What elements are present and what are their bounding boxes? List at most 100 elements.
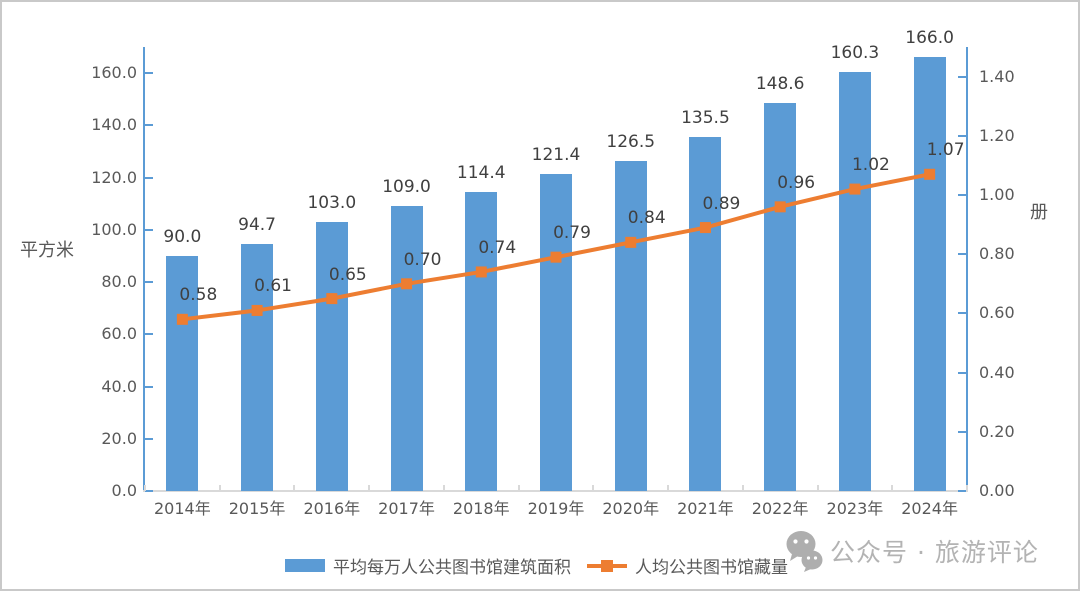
left-axis-unit-label: 平方米 xyxy=(20,240,74,261)
line-marker xyxy=(774,201,786,213)
bar xyxy=(838,72,871,491)
bar-series-swatch xyxy=(285,559,325,572)
bar-data-label: 94.7 xyxy=(238,214,276,235)
line-data-label: 0.96 xyxy=(777,172,816,193)
bar-data-label: 121.4 xyxy=(531,144,581,165)
line-marker xyxy=(699,222,711,234)
x-axis-category-label: 2014年 xyxy=(153,499,211,518)
right-y-tick xyxy=(958,312,966,315)
left-y-tick xyxy=(145,333,153,336)
right-y-tick-label: 1.40 xyxy=(979,66,1015,86)
right-y-tick xyxy=(958,430,966,433)
chart-legend: 平均每万人公共图书馆建筑面积 人均公共图书馆藏量 xyxy=(285,553,788,578)
bar-data-label: 166.0 xyxy=(905,28,954,49)
x-axis-category-label: 2015年 xyxy=(228,499,286,518)
bar xyxy=(241,243,274,491)
bar xyxy=(540,173,572,491)
bar xyxy=(166,255,199,491)
line-marker xyxy=(401,278,413,290)
x-axis-tick xyxy=(741,485,744,491)
line-marker xyxy=(849,183,861,195)
legend-item-line-series: 人均公共图书馆藏量 xyxy=(587,553,788,578)
x-axis-tick xyxy=(891,485,894,491)
bar xyxy=(913,57,946,491)
line-data-label: 0.58 xyxy=(179,285,218,306)
left-y-tick xyxy=(145,281,153,284)
line-marker xyxy=(475,266,487,278)
bar-data-label: 148.6 xyxy=(755,73,805,94)
bar xyxy=(390,206,423,491)
right-axis-unit-label: 册 xyxy=(1030,202,1048,223)
x-axis-line xyxy=(143,490,968,492)
x-axis-tick xyxy=(667,485,670,491)
left-y-tick-label: 80.0 xyxy=(101,272,137,292)
x-axis-tick xyxy=(442,485,445,491)
bar-data-label: 114.4 xyxy=(456,163,506,184)
bar xyxy=(315,221,348,491)
x-axis-tick xyxy=(218,485,221,491)
line-data-label: 0.70 xyxy=(403,249,442,270)
left-y-tick-label: 120.0 xyxy=(91,167,137,187)
line-data-label: 0.79 xyxy=(553,223,591,244)
x-axis-tick xyxy=(517,485,520,491)
x-axis-tick xyxy=(368,485,371,491)
bar-series-label: 平均每万人公共图书馆建筑面积 xyxy=(333,558,571,578)
right-y-tick-label: 0.20 xyxy=(979,421,1015,441)
bar-data-label: 109.0 xyxy=(382,177,431,198)
wechat-icon xyxy=(782,529,824,573)
bar-data-label: 103.0 xyxy=(307,192,357,213)
line-data-label: 0.61 xyxy=(254,276,292,297)
left-y-tick xyxy=(145,72,153,75)
x-axis-tick xyxy=(966,485,968,491)
line-data-label: 0.84 xyxy=(627,208,666,229)
right-y-tick-label: 0.40 xyxy=(979,362,1015,382)
line-data-label: 0.65 xyxy=(328,264,367,285)
line-series-swatch xyxy=(587,559,627,572)
x-axis-tick xyxy=(816,485,819,491)
line-marker xyxy=(326,293,338,305)
left-y-tick xyxy=(145,176,153,179)
bar-data-label: 160.3 xyxy=(830,43,880,64)
line-marker xyxy=(176,313,188,325)
right-y-axis-line xyxy=(966,47,968,491)
left-y-tick xyxy=(145,228,153,231)
right-y-tick-label: 1.20 xyxy=(979,125,1015,145)
bar xyxy=(764,102,797,491)
line-data-label: 0.74 xyxy=(478,237,517,258)
left-y-axis-line xyxy=(143,47,145,491)
right-y-tick-label: 0.80 xyxy=(979,244,1015,264)
left-y-tick xyxy=(145,490,153,492)
right-y-tick xyxy=(958,490,966,492)
left-y-tick xyxy=(145,437,153,440)
bar xyxy=(689,137,722,491)
x-axis-category-label: 2016年 xyxy=(303,499,361,518)
line-marker xyxy=(625,236,637,248)
right-y-tick xyxy=(958,75,966,78)
x-axis-tick xyxy=(592,485,595,491)
line-series-label: 人均公共图书馆藏量 xyxy=(635,558,788,578)
x-axis-category-label: 2022年 xyxy=(751,499,809,518)
left-y-tick-label: 60.0 xyxy=(101,324,137,344)
x-axis-category-label: 2018年 xyxy=(452,499,510,518)
left-y-tick-label: 100.0 xyxy=(91,219,137,239)
right-y-tick-label: 1.00 xyxy=(979,185,1015,204)
bar-data-label: 126.5 xyxy=(606,131,656,152)
left-y-tick-label: 20.0 xyxy=(101,428,137,448)
bar-data-label: 90.0 xyxy=(163,226,202,247)
x-axis-category-label: 2021年 xyxy=(677,499,734,518)
left-y-tick-label: 160.0 xyxy=(91,63,137,83)
right-y-tick xyxy=(958,134,966,137)
line-marker xyxy=(924,168,936,180)
line-marker xyxy=(550,251,562,263)
x-axis-category-label: 2017年 xyxy=(378,499,435,518)
left-y-tick-label: 140.0 xyxy=(91,115,137,135)
left-y-tick-label: 0.0 xyxy=(111,481,137,500)
x-axis-category-label: 2023年 xyxy=(826,499,884,518)
line-marker xyxy=(251,304,263,316)
right-y-tick-label: 0.00 xyxy=(979,481,1015,500)
x-axis-tick xyxy=(144,485,146,491)
x-axis-category-label: 2020年 xyxy=(602,499,660,518)
right-y-tick-label: 0.60 xyxy=(979,303,1015,323)
